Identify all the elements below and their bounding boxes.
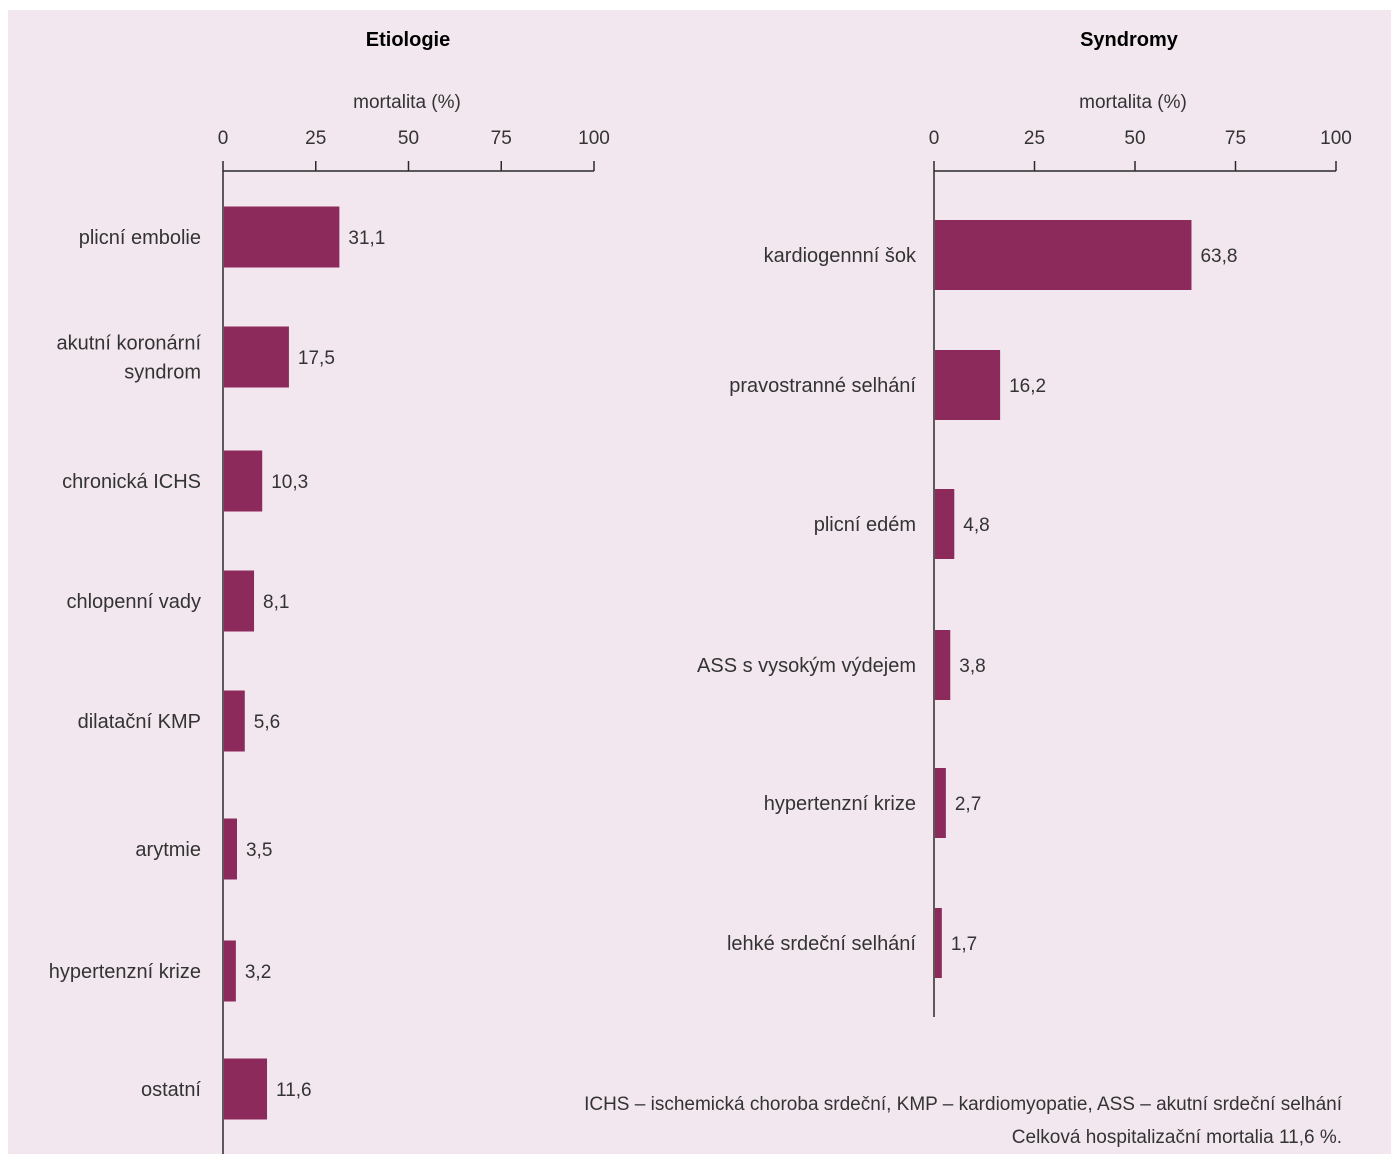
axis-label-right: mortalita (%) [1079,92,1187,113]
category-label-line: chronická ICHS [62,471,201,493]
x-tick-label: 75 [491,128,512,149]
data-label: 4,8 [963,515,989,536]
data-label: 1,7 [951,934,977,955]
bar-syndromy [935,350,1001,420]
bar-etiologie [224,570,255,632]
category-label-line: plicní edém [814,514,916,536]
category-label-line: ostatní [141,1079,201,1101]
category-label: plicní edém [814,514,916,536]
data-label: 2,7 [955,794,981,815]
bar-syndromy [935,630,951,700]
data-label: 16,2 [1009,376,1046,397]
data-label: 3,5 [246,840,272,861]
footnote-total-mortality: Celková hospitalizační mortalia 11,6 %. [1012,1127,1342,1148]
bar-etiologie [224,206,340,268]
data-label: 11,6 [276,1080,312,1101]
x-tick-label: 50 [1124,128,1145,149]
bar-syndromy [935,768,946,838]
category-label-line: pravostranné selhání [729,375,916,397]
x-tick-label: 25 [1024,128,1045,149]
x-tick-label: 25 [305,128,326,149]
bar-etiologie [224,690,245,752]
category-label-line: chlopenní vady [66,591,201,613]
bar-etiologie [224,818,237,880]
footnote-abbreviations: ICHS – ischemická choroba srdeční, KMP –… [584,1094,1343,1115]
category-label: ASS s vysokým výdejem [697,655,916,677]
category-label-line: dilatační KMP [78,711,201,733]
bar-etiologie [224,940,236,1002]
chart-canvas: Etiologie Syndromy mortalita (%) mortali… [49,29,1352,1154]
x-tick-label: 100 [1320,128,1352,149]
category-label-line: akutní koronární [56,333,201,355]
category-label-line: hypertenzní krize [764,793,916,815]
category-label: hypertenzní krize [49,961,201,983]
category-label: akutní koronární syndrom [56,333,201,384]
x-tick-label: 50 [398,128,419,149]
category-label: pravostranné selhání [729,375,916,397]
category-label: hypertenzní krize [764,793,916,815]
category-label-line: arytmie [135,839,201,861]
x-tick-label: 100 [578,128,610,149]
data-label: 17,5 [298,348,335,369]
bar-etiologie [224,450,263,512]
category-label-line: lehké srdeční selhání [727,933,916,955]
category-label-line: ASS s vysokým výdejem [697,655,916,677]
x-tick-label: 0 [218,128,229,149]
category-label: lehké srdeční selhání [727,933,916,955]
data-label: 3,8 [959,656,985,677]
bar-syndromy [935,220,1192,290]
axis-label-left: mortalita (%) [353,92,461,113]
bar-syndromy [935,908,942,978]
x-tick-label: 0 [929,128,940,149]
data-label: 8,1 [263,592,289,613]
bar-etiologie [224,1058,268,1120]
category-label-line: syndrom [124,362,201,384]
category-label-line: hypertenzní krize [49,961,201,983]
chart-panel-syndromy: 0 25 50 75 100 63,8 kardiogennní šok 16,2 pravos… [697,128,1352,1017]
category-label: plicní embolie [79,227,201,249]
category-label: arytmie [135,839,201,861]
data-label: 63,8 [1200,246,1237,267]
category-label: ostatní [141,1079,201,1101]
category-label-line: kardiogennní šok [764,245,917,267]
category-label: chronická ICHS [62,471,201,493]
category-label: dilatační KMP [78,711,201,733]
figure: Etiologie Syndromy mortalita (%) mortali… [8,10,1391,1154]
x-tick-label: 75 [1225,128,1246,149]
chart-title-left: Etiologie [366,29,450,51]
data-label: 5,6 [254,712,280,733]
chart-title-right: Syndromy [1080,29,1179,51]
data-label: 10,3 [271,472,308,493]
chart-panel-etiologie: 0 25 50 75 100 31,1 plicní embolie 17,5 akutní k… [49,128,610,1154]
data-label: 31,1 [348,228,385,249]
bar-syndromy [935,489,955,559]
category-label: chlopenní vady [66,591,201,613]
data-label: 3,2 [245,962,271,983]
bar-etiologie [224,326,289,388]
category-label: kardiogennní šok [764,245,917,267]
category-label-line: plicní embolie [79,227,201,249]
